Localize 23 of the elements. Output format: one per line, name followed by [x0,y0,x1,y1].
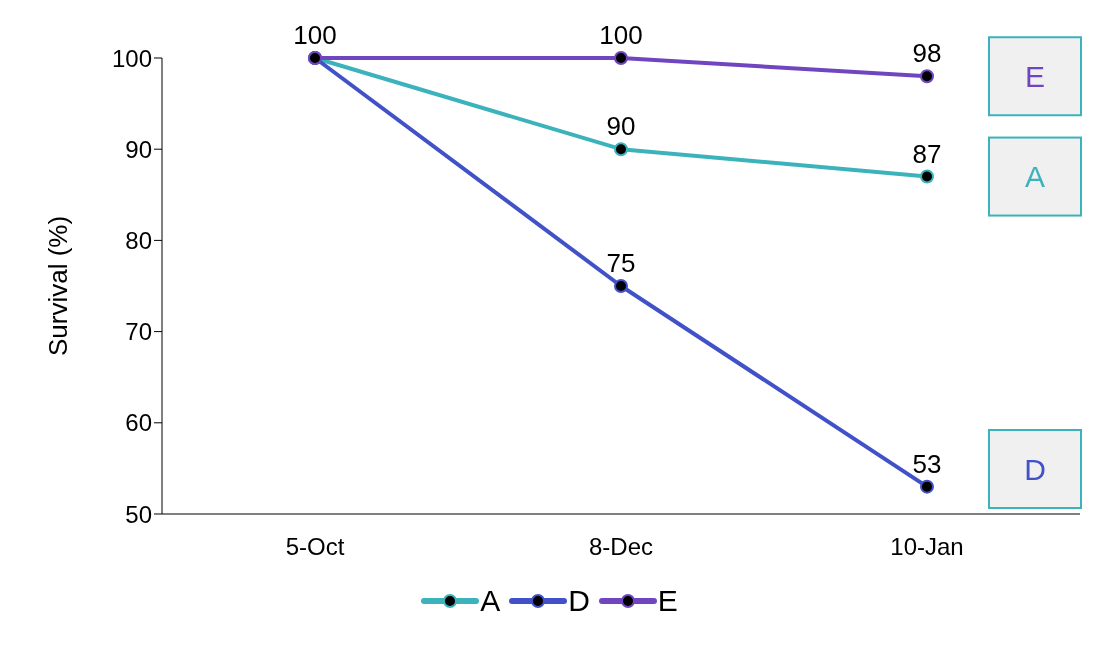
text: D [1024,452,1046,486]
text: A [1024,160,1046,194]
x-tick-label: 5-Oct [285,533,345,561]
data-label: 100 [599,20,643,50]
data-label: 98 [912,38,942,69]
legend-label: A [480,584,501,618]
x-tick-label: 8-Dec [588,533,654,561]
x-tick-label: 10-Jan [890,533,964,561]
y-tick-label: 80 [125,226,152,254]
y-tick-label: 60 [125,409,152,437]
data-label: 75 [606,248,636,278]
y-tick-label: 100 [111,44,152,72]
y-tick-label: 70 [125,318,152,346]
y-tick-label: 50 [125,500,152,528]
data-label: 87 [912,138,942,169]
data-label: 90 [606,111,636,142]
y-tick-label: 90 [125,135,152,163]
y-axis-title: Survival (%) [43,215,74,356]
data-label: 53 [912,448,942,479]
legend-label: E [657,584,678,618]
legend-label: D [568,584,590,618]
data-label: 100 [293,20,337,50]
text: E [1024,59,1046,93]
